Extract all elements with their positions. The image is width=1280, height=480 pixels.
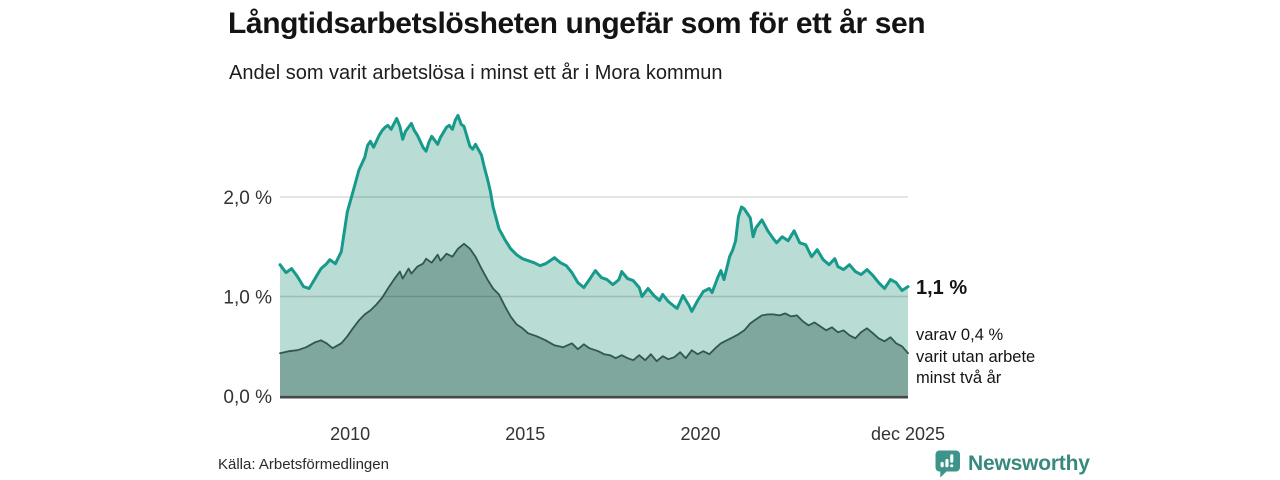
newsworthy-icon bbox=[935, 450, 960, 478]
source-note: Källa: Arbetsförmedlingen bbox=[218, 456, 389, 473]
y-tick-label-0: 0,0 % bbox=[223, 387, 272, 408]
x-tick-label-2020: 2020 bbox=[680, 424, 720, 444]
y-tick-label-2: 2,0 % bbox=[223, 188, 272, 209]
annotation-line-2: varit utan arbete bbox=[916, 347, 1036, 366]
chart-subtitle: Andel som varit arbetslösa i minst ett å… bbox=[229, 62, 723, 84]
area-minst-tva-ar bbox=[280, 243, 908, 396]
annotation-line-3: minst två år bbox=[916, 369, 1002, 387]
two-year-annotation: varav 0,4 % varit utan arbete minst två … bbox=[916, 325, 1035, 390]
newsworthy-logo: Newsworthy bbox=[935, 450, 1090, 478]
line-minst-tva-ar bbox=[279, 242, 909, 363]
x-tick-label-2010: 2010 bbox=[330, 424, 370, 444]
x-tick-label-2015: 2015 bbox=[505, 424, 545, 444]
latest-total-label: 1,1 % bbox=[916, 277, 968, 299]
annotation-line-1: varav 0,4 % bbox=[916, 326, 1004, 344]
x-tick-label-dec-2025: dec 2025 bbox=[871, 424, 945, 444]
newsworthy-wordmark: Newsworthy bbox=[968, 452, 1090, 475]
line-minst-ett-ar bbox=[278, 113, 910, 313]
y-tick-label-1: 1,0 % bbox=[223, 288, 272, 309]
chart-title: Långtidsarbetslösheten ungefär som för e… bbox=[228, 7, 926, 40]
